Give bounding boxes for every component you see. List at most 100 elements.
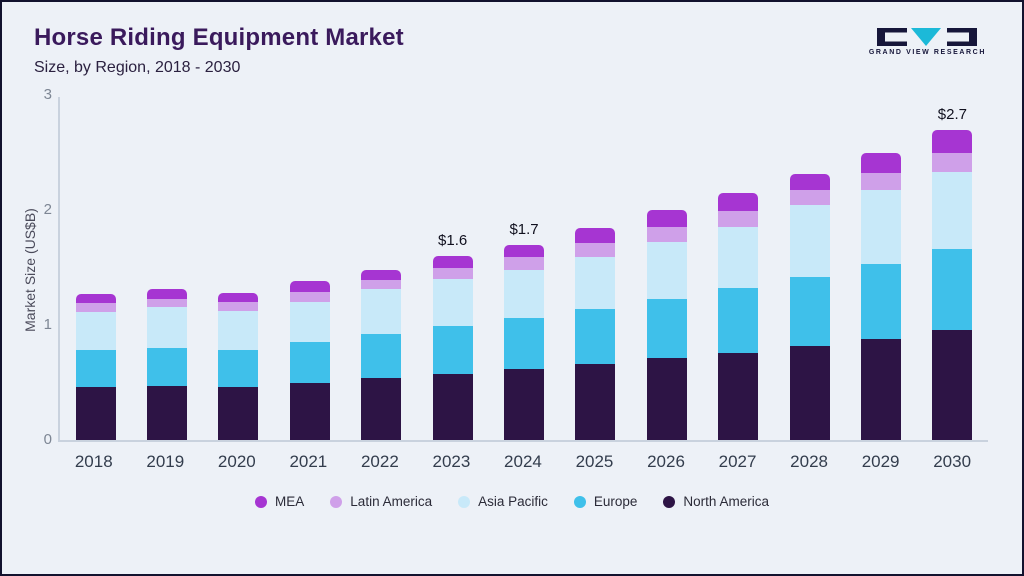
- legend-item-mea: MEA: [255, 494, 304, 509]
- stacked-bar: [147, 289, 188, 440]
- bar-column: [203, 97, 274, 440]
- x-axis-label: 2025: [575, 452, 614, 471]
- header: Horse Riding Equipment Market Size, by R…: [2, 2, 1022, 77]
- bar-segment-asia-pacific: [361, 289, 402, 335]
- bar-segment-latin-america: [75, 303, 116, 313]
- legend-swatch-icon: [255, 495, 268, 508]
- bar-segment-mea: [147, 289, 188, 299]
- bar-column: [845, 97, 916, 440]
- bar-column: [560, 97, 631, 440]
- x-labels-row: 2018 2019 2020 2021 2022 2023 2024 2025 2026 2027…: [58, 452, 988, 472]
- stacked-bar: [932, 129, 973, 440]
- stacked-bar: [75, 294, 116, 440]
- bar-column: [631, 97, 702, 440]
- bar-segment-europe: [147, 348, 188, 386]
- bar-segment-mea: [75, 294, 116, 304]
- bar-segment-north-america: [860, 338, 901, 440]
- bars-row: $1.6 $1.7 $2.7: [60, 97, 988, 440]
- header-titles: Horse Riding Equipment Market Size, by R…: [34, 24, 404, 77]
- bar-segment-latin-america: [718, 211, 759, 228]
- bar-segment-mea: [504, 244, 545, 258]
- x-axis-label: 2026: [647, 452, 685, 471]
- bar-segment-europe: [575, 308, 616, 365]
- page-subtitle: Size, by Region, 2018 - 2030: [34, 59, 241, 76]
- bar-segment-latin-america: [218, 302, 259, 312]
- legend-swatch-icon: [330, 495, 343, 508]
- x-axis-label: 2022: [360, 452, 399, 471]
- y-tick-label: 0: [43, 431, 52, 448]
- bar-segment-asia-pacific: [860, 190, 901, 265]
- bar-segment-latin-america: [361, 280, 402, 290]
- stacked-bar: [289, 281, 330, 440]
- legend-item-asia-pacific: Asia Pacific: [458, 494, 548, 509]
- stacked-bar: [646, 210, 687, 440]
- bar-segment-north-america: [432, 374, 473, 440]
- y-ticks: 0 1 2 3: [26, 86, 52, 448]
- plot-area: 0 1 2 3 $1.6 $1.7 $2.7: [44, 86, 988, 448]
- bar-segment-north-america: [289, 382, 330, 440]
- bar-segment-mea: [789, 174, 830, 191]
- stacked-bar: [789, 174, 830, 440]
- x-axis-label: 2020: [217, 452, 256, 471]
- bar-segment-mea: [860, 152, 901, 174]
- legend-item-europe: Europe: [573, 494, 638, 509]
- bar-segment-latin-america: [504, 257, 545, 270]
- bar-segment-europe: [289, 342, 330, 383]
- legend-label: MEA: [275, 494, 305, 509]
- bar-segment-europe: [361, 334, 402, 378]
- legend-label: Latin America: [350, 494, 433, 509]
- legend-item-north-america: North America: [663, 494, 769, 509]
- brand-logo-icon: [877, 28, 978, 46]
- bar-column: [131, 97, 202, 440]
- stacked-bar: [718, 192, 759, 440]
- stacked-bar: [432, 256, 473, 440]
- brand-logo-text: GRAND VIEW RESEARCH: [868, 49, 986, 56]
- bar-segment-latin-america: [789, 190, 830, 206]
- bar-segment-latin-america: [432, 267, 473, 280]
- bar-column: [60, 97, 131, 440]
- bar-segment-mea: [646, 210, 687, 228]
- bar-segment-europe: [646, 298, 687, 359]
- x-axis-label: 2030: [933, 452, 972, 471]
- bar-segment-asia-pacific: [75, 312, 116, 351]
- y-tick-label: 2: [43, 201, 52, 218]
- legend-swatch-icon: [663, 495, 676, 508]
- bar-annotation: $2.7: [937, 105, 967, 123]
- stacked-bar: [575, 228, 616, 440]
- bar-segment-asia-pacific: [575, 257, 616, 309]
- bar-segment-latin-america: [860, 173, 901, 191]
- bar-segment-north-america: [932, 329, 973, 440]
- legend-swatch-icon: [458, 495, 471, 508]
- x-axis-label: 2024: [504, 452, 542, 471]
- stacked-bar: [361, 269, 402, 440]
- bar-segment-asia-pacific: [218, 311, 259, 351]
- bar-segment-asia-pacific: [504, 269, 545, 319]
- bar-segment-europe: [432, 326, 473, 375]
- brand-logo: GRAND VIEW RESEARCH: [869, 28, 986, 56]
- bar-segment-north-america: [75, 387, 116, 440]
- bar-segment-latin-america: [147, 298, 188, 307]
- x-axis-label: 2019: [146, 452, 185, 471]
- bar-segment-mea: [218, 292, 259, 303]
- bar-segment-europe: [218, 350, 259, 388]
- bar-column: [346, 97, 417, 440]
- bar-column: $1.6: [417, 97, 488, 440]
- x-axis-label: 2023: [432, 452, 471, 471]
- page-title: Horse Riding Equipment Market: [34, 24, 404, 51]
- bar-segment-north-america: [218, 387, 259, 440]
- bar-segment-asia-pacific: [718, 227, 759, 289]
- bar-column: [774, 97, 845, 440]
- bar-segment-north-america: [789, 345, 830, 440]
- bar-segment-north-america: [361, 377, 402, 440]
- legend-label: Asia Pacific: [478, 494, 548, 509]
- bar-segment-latin-america: [932, 152, 973, 173]
- bar-segment-asia-pacific: [432, 279, 473, 327]
- legend-item-latin-america: Latin America: [330, 494, 432, 509]
- bar-segment-asia-pacific: [932, 172, 973, 250]
- legend-label: Europe: [593, 494, 638, 509]
- bar-segment-europe: [718, 288, 759, 353]
- y-tick-label: 1: [43, 316, 52, 333]
- legend-swatch-icon: [573, 495, 586, 508]
- bar-segment-mea: [718, 192, 759, 212]
